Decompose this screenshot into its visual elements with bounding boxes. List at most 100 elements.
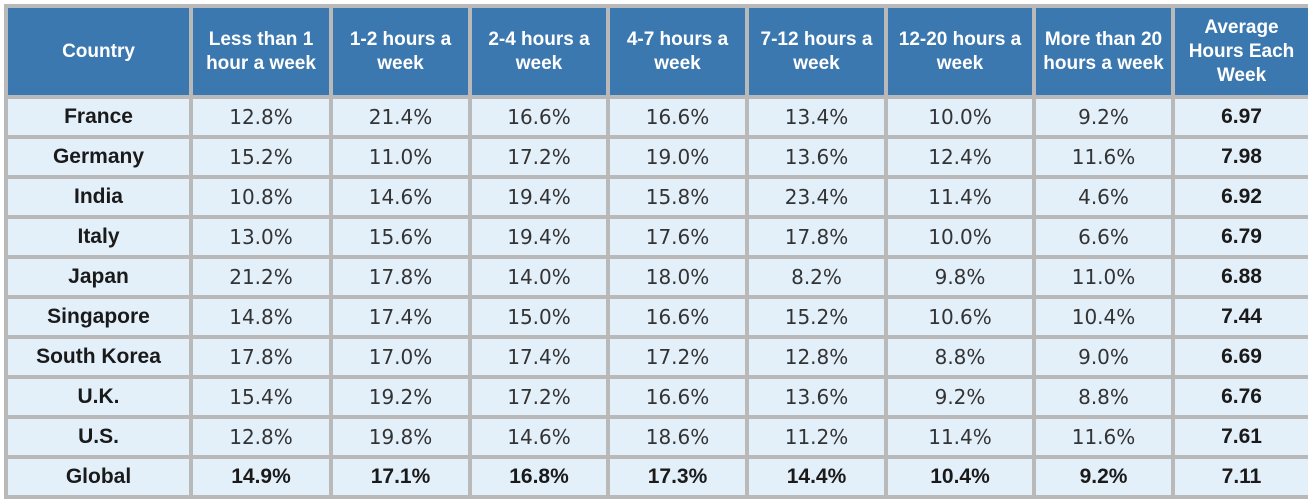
country-cell: U.S. xyxy=(8,419,189,455)
table-row: Germany 15.2% 11.0% 17.2% 19.0% 13.6% 12.4% 11.… xyxy=(8,139,1308,175)
average-hours-cell: 7.44 xyxy=(1175,299,1308,335)
table-row: U.K. 15.4% 19.2% 17.2% 16.6% 13.6% 9.2% 8.8% 6.7… xyxy=(8,379,1308,415)
percentage-cell: 16.6% xyxy=(472,99,606,135)
country-cell: South Korea xyxy=(8,339,189,375)
average-hours-cell: 7.98 xyxy=(1175,139,1308,175)
column-header-more-than-20-hours: More than 20 hours a week xyxy=(1036,8,1171,95)
percentage-cell: 17.4% xyxy=(472,339,606,375)
percentage-cell: 9.8% xyxy=(888,259,1032,295)
percentage-cell: 10.0% xyxy=(888,99,1032,135)
percentage-cell: 17.6% xyxy=(610,219,745,255)
percentage-cell: 14.9% xyxy=(193,459,329,495)
average-hours-cell: 7.61 xyxy=(1175,419,1308,455)
column-header-less-than-1-hour: Less than 1 hour a week xyxy=(193,8,329,95)
country-cell: Global xyxy=(8,459,189,495)
percentage-cell: 10.6% xyxy=(888,299,1032,335)
table-row: U.S. 12.8% 19.8% 14.6% 18.6% 11.2% 11.4% 11.6% 7… xyxy=(8,419,1308,455)
table-row: South Korea 17.8% 17.0% 17.4% 17.2% 12.8% 8.8%… xyxy=(8,339,1308,375)
percentage-cell: 8.8% xyxy=(888,339,1032,375)
percentage-cell: 11.4% xyxy=(888,419,1032,455)
column-header-2-4-hours: 2-4 hours a week xyxy=(472,8,606,95)
percentage-cell: 11.0% xyxy=(1036,259,1171,295)
percentage-cell: 19.8% xyxy=(333,419,468,455)
percentage-cell: 17.0% xyxy=(333,339,468,375)
average-hours-cell: 7.11 xyxy=(1175,459,1308,495)
percentage-cell: 16.6% xyxy=(610,299,745,335)
table-row: France 12.8% 21.4% 16.6% 16.6% 13.4% 10.0% 9.2%… xyxy=(8,99,1308,135)
percentage-cell: 12.4% xyxy=(888,139,1032,175)
percentage-cell: 10.4% xyxy=(1036,299,1171,335)
percentage-cell: 19.2% xyxy=(333,379,468,415)
percentage-cell: 14.4% xyxy=(749,459,884,495)
percentage-cell: 9.2% xyxy=(888,379,1032,415)
percentage-cell: 6.6% xyxy=(1036,219,1171,255)
header-row: Country Less than 1 hour a week 1-2 hour… xyxy=(8,8,1308,95)
percentage-cell: 17.8% xyxy=(333,259,468,295)
percentage-cell: 17.2% xyxy=(472,139,606,175)
percentage-cell: 15.4% xyxy=(193,379,329,415)
percentage-cell: 11.4% xyxy=(888,179,1032,215)
percentage-cell: 8.8% xyxy=(1036,379,1171,415)
column-header-1-2-hours: 1-2 hours a week xyxy=(333,8,468,95)
percentage-cell: 13.4% xyxy=(749,99,884,135)
table-row: Singapore 14.8% 17.4% 15.0% 16.6% 15.2% 10.6% 1… xyxy=(8,299,1308,335)
percentage-cell: 19.4% xyxy=(472,179,606,215)
percentage-cell: 12.8% xyxy=(193,99,329,135)
percentage-cell: 15.2% xyxy=(749,299,884,335)
percentage-cell: 21.4% xyxy=(333,99,468,135)
percentage-cell: 15.8% xyxy=(610,179,745,215)
percentage-cell: 21.2% xyxy=(193,259,329,295)
percentage-cell: 9.2% xyxy=(1036,459,1171,495)
percentage-cell: 15.6% xyxy=(333,219,468,255)
table-row: Japan 21.2% 17.8% 14.0% 18.0% 8.2% 9.8% 11.0% 6.… xyxy=(8,259,1308,295)
country-cell: Germany xyxy=(8,139,189,175)
column-header-average-hours: Average Hours Each Week xyxy=(1175,8,1308,95)
percentage-cell: 17.2% xyxy=(472,379,606,415)
percentage-cell: 15.2% xyxy=(193,139,329,175)
country-cell: India xyxy=(8,179,189,215)
country-cell: Japan xyxy=(8,259,189,295)
percentage-cell: 16.6% xyxy=(610,379,745,415)
column-header-4-7-hours: 4-7 hours a week xyxy=(610,8,745,95)
percentage-cell: 10.8% xyxy=(193,179,329,215)
country-cell: U.K. xyxy=(8,379,189,415)
average-hours-cell: 6.92 xyxy=(1175,179,1308,215)
percentage-cell: 16.8% xyxy=(472,459,606,495)
percentage-cell: 4.6% xyxy=(1036,179,1171,215)
percentage-cell: 13.6% xyxy=(749,139,884,175)
average-hours-cell: 6.88 xyxy=(1175,259,1308,295)
table-row: Global 14.9% 17.1% 16.8% 17.3% 14.4% 10.4% 9.2%… xyxy=(8,459,1308,495)
percentage-cell: 9.0% xyxy=(1036,339,1171,375)
table-row: India 10.8% 14.6% 19.4% 15.8% 23.4% 11.4% 4.6% 6… xyxy=(8,179,1308,215)
average-hours-cell: 6.79 xyxy=(1175,219,1308,255)
country-cell: France xyxy=(8,99,189,135)
percentage-cell: 11.6% xyxy=(1036,419,1171,455)
percentage-cell: 18.0% xyxy=(610,259,745,295)
percentage-cell: 16.6% xyxy=(610,99,745,135)
percentage-cell: 18.6% xyxy=(610,419,745,455)
column-header-7-12-hours: 7-12 hours a week xyxy=(749,8,884,95)
percentage-cell: 15.0% xyxy=(472,299,606,335)
table-row: Italy 13.0% 15.6% 19.4% 17.6% 17.8% 10.0% 6.6% 6… xyxy=(8,219,1308,255)
percentage-cell: 17.1% xyxy=(333,459,468,495)
percentage-cell: 17.8% xyxy=(749,219,884,255)
percentage-cell: 19.0% xyxy=(610,139,745,175)
percentage-cell: 10.0% xyxy=(888,219,1032,255)
percentage-cell: 14.0% xyxy=(472,259,606,295)
column-header-country: Country xyxy=(8,8,189,95)
percentage-cell: 12.8% xyxy=(193,419,329,455)
average-hours-cell: 6.76 xyxy=(1175,379,1308,415)
percentage-cell: 11.6% xyxy=(1036,139,1171,175)
percentage-cell: 8.2% xyxy=(749,259,884,295)
percentage-cell: 17.3% xyxy=(610,459,745,495)
percentage-cell: 11.0% xyxy=(333,139,468,175)
country-cell: Italy xyxy=(8,219,189,255)
percentage-cell: 10.4% xyxy=(888,459,1032,495)
table-body: France 12.8% 21.4% 16.6% 16.6% 13.4% 10.0% 9.2%… xyxy=(8,99,1308,495)
percentage-cell: 17.2% xyxy=(610,339,745,375)
percentage-cell: 19.4% xyxy=(472,219,606,255)
percentage-cell: 9.2% xyxy=(1036,99,1171,135)
percentage-cell: 17.4% xyxy=(333,299,468,335)
percentage-cell: 14.8% xyxy=(193,299,329,335)
average-hours-cell: 6.97 xyxy=(1175,99,1308,135)
